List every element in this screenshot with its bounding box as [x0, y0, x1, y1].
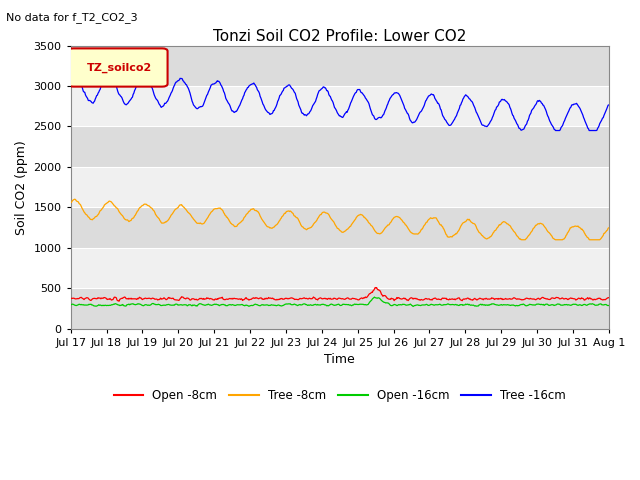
Bar: [70, 46, 609, 86]
X-axis label: Time: Time: [324, 353, 355, 366]
Title: Tonzi Soil CO2 Profile: Lower CO2: Tonzi Soil CO2 Profile: Lower CO2: [213, 29, 467, 44]
Bar: [70, 288, 609, 329]
FancyBboxPatch shape: [68, 48, 168, 86]
Bar: [70, 86, 609, 127]
Bar: [70, 127, 609, 167]
Bar: [70, 167, 609, 207]
Legend: Open -8cm, Tree -8cm, Open -16cm, Tree -16cm: Open -8cm, Tree -8cm, Open -16cm, Tree -…: [109, 384, 571, 407]
Bar: [70, 248, 609, 288]
Bar: [70, 207, 609, 248]
Y-axis label: Soil CO2 (ppm): Soil CO2 (ppm): [15, 140, 28, 235]
Text: No data for f_T2_CO2_3: No data for f_T2_CO2_3: [6, 12, 138, 23]
Text: TZ_soilco2: TZ_soilco2: [86, 62, 152, 72]
